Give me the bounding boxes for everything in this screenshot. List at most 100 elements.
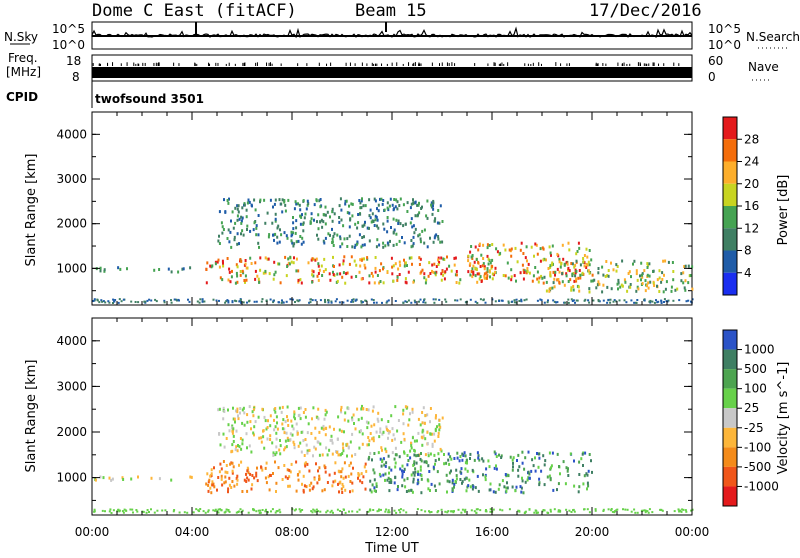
echo-cell	[533, 511, 536, 514]
echo-cell	[443, 453, 445, 456]
echo-cell	[240, 301, 243, 304]
echo-cell	[549, 251, 552, 255]
plot-title: Dome C East (fitACF)	[92, 1, 297, 21]
nave-label: Nave	[748, 60, 779, 74]
echo-cell	[359, 429, 362, 433]
echo-cell	[302, 199, 305, 203]
echo-cell	[163, 301, 166, 304]
echo-cell	[219, 462, 222, 466]
echo-cell	[471, 468, 474, 472]
echo-cell	[230, 219, 232, 223]
echo-cell	[520, 300, 523, 303]
echo-cell	[339, 480, 342, 484]
echo-cell	[417, 417, 420, 421]
echo-cell	[419, 257, 422, 261]
echo-cell	[417, 431, 420, 435]
echo-cell	[377, 411, 380, 415]
echo-cell	[276, 510, 279, 513]
echo-cell	[223, 410, 226, 413]
echo-cell	[399, 467, 402, 471]
echo-cell	[409, 206, 412, 210]
echo-cell	[567, 301, 570, 304]
echo-cell	[585, 266, 588, 269]
echo-cell	[554, 270, 557, 274]
echo-cell	[280, 202, 283, 206]
echo-cell	[403, 264, 406, 268]
echo-cell	[517, 468, 520, 472]
echo-cell	[232, 440, 235, 443]
echo-cell	[420, 477, 423, 481]
echo-cell	[378, 472, 381, 476]
echo-cell	[333, 427, 335, 431]
echo-cell	[358, 233, 361, 237]
echo-cell	[389, 478, 392, 481]
echo-cell	[275, 415, 278, 419]
echo-cell	[453, 482, 456, 486]
echo-cell	[289, 470, 292, 474]
echo-cell	[348, 464, 351, 468]
echo-cell	[360, 199, 363, 203]
echo-cell	[450, 269, 453, 273]
echo-cell	[389, 239, 391, 243]
echo-cell	[291, 433, 294, 437]
echo-cell	[217, 239, 220, 243]
echo-cell	[292, 221, 295, 225]
echo-cell	[276, 427, 279, 431]
echo-cell	[235, 445, 238, 449]
echo-cell	[430, 205, 433, 209]
echo-cell	[469, 298, 472, 301]
echo-cell	[413, 473, 416, 477]
colorbar-segment	[723, 388, 737, 409]
echo-cell	[99, 266, 102, 270]
echo-cell	[329, 278, 332, 282]
echo-cell	[270, 510, 272, 513]
echo-cell	[395, 453, 398, 457]
echo-cell	[398, 239, 401, 243]
echo-cell	[553, 300, 556, 303]
echo-cell	[230, 275, 233, 279]
echo-cell	[691, 298, 694, 301]
echo-cell	[217, 511, 220, 514]
echo-cell	[565, 261, 568, 265]
echo-cell	[236, 449, 239, 453]
echo-cell	[241, 421, 244, 425]
echo-cell	[266, 211, 269, 215]
echo-cell	[431, 263, 434, 267]
echo-cell	[364, 462, 367, 466]
echo-cell	[256, 466, 258, 470]
echo-cell	[299, 214, 302, 218]
echo-cell	[361, 301, 364, 304]
echo-cell	[418, 256, 421, 260]
echo-cell	[331, 219, 334, 223]
echo-cell	[297, 269, 300, 273]
echo-cell	[286, 468, 289, 472]
echo-cell	[644, 511, 647, 514]
echo-cell	[653, 301, 656, 304]
echo-cell	[384, 447, 387, 451]
echo-cell	[380, 418, 383, 422]
echo-cell	[103, 268, 106, 272]
echo-cell	[341, 467, 344, 471]
echo-cell	[354, 299, 357, 302]
echo-cell	[196, 300, 199, 303]
echo-cell	[296, 299, 299, 302]
echo-cell	[473, 458, 476, 462]
echo-cell	[587, 469, 590, 473]
echo-cell	[335, 450, 337, 454]
echo-cell	[246, 420, 249, 424]
echo-cell	[357, 221, 360, 225]
echo-cell	[365, 408, 368, 411]
echo-cell	[269, 298, 272, 301]
echo-cell	[398, 509, 401, 512]
echo-cell	[253, 300, 256, 303]
echo-cell	[558, 465, 560, 468]
echo-cell	[248, 200, 251, 204]
x-tick-label: 16:00	[475, 525, 510, 539]
echo-cell	[361, 197, 363, 201]
echo-cell	[317, 440, 320, 444]
echo-cell	[292, 440, 295, 444]
echo-cell	[217, 408, 220, 412]
echo-cell	[430, 482, 433, 486]
echo-cell	[368, 281, 371, 285]
echo-cell	[310, 481, 313, 485]
